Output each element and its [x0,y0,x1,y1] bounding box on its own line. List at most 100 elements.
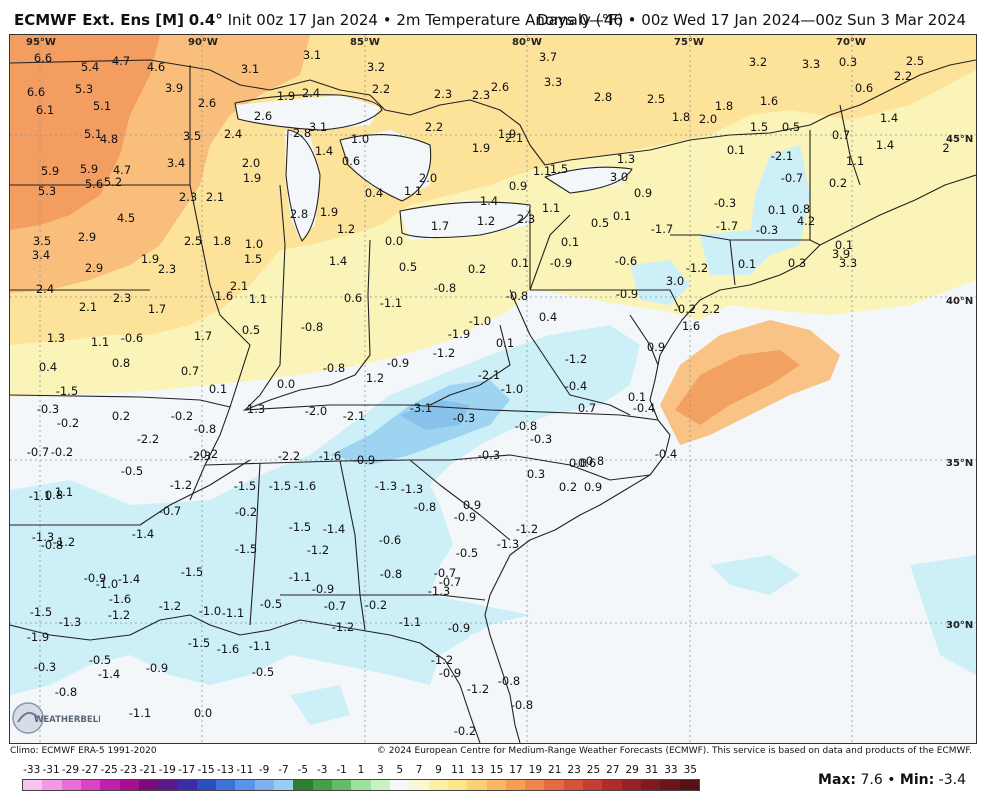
anomaly-value: 5.2 [104,175,122,189]
lon-label: 70°W [836,37,866,48]
anomaly-value: -3.1 [410,401,432,415]
anomaly-value: 1.2 [337,222,355,236]
anomaly-value: 0.0 [194,706,212,720]
lon-label: 85°W [350,37,380,48]
anomaly-value: 0.0 [385,234,403,248]
anomaly-value: -1.1 [129,706,151,720]
anomaly-value: 1.9 [141,252,159,266]
anomaly-value: 0.2 [559,480,577,494]
forecast-range: Days 0—46 [537,11,623,29]
anomaly-value: 5.3 [75,82,93,96]
anomaly-value: 1.2 [477,214,495,228]
anomaly-value: 0.1 [738,257,756,271]
anomaly-value: 0.2 [468,262,486,276]
anomaly-value: 1.4 [880,111,898,125]
graticule-labels: 95°W 90°W 85°W 80°W 75°W 70°W 45°N 40°N … [26,37,973,631]
anomaly-value: -1.2 [159,599,181,613]
anomaly-value: -0.2 [171,409,193,423]
anomaly-value: -1.1 [399,615,421,629]
max-label: Max: [818,772,857,788]
anomaly-value: -1.3 [497,537,519,551]
anomaly-value: -0.3 [478,448,500,462]
anomaly-value: 1.7 [431,219,449,233]
anomaly-value: 0.6 [342,154,360,168]
anomaly-value: -0.8 [41,538,63,552]
scale-swatch [293,780,313,790]
anomaly-value: -1.2 [516,522,538,536]
anomaly-value: 3.9 [165,81,183,95]
anomaly-value: 0.3 [788,256,806,270]
anomaly-value: 2.9 [85,261,103,275]
anomaly-value: 2.3 [434,87,452,101]
scale-swatch [370,780,390,790]
scale-tick-label: 27 [606,764,620,776]
anomaly-value: -2.1 [478,368,500,382]
scale-tick-label: 7 [415,764,423,776]
anomaly-value: 2.3 [113,291,131,305]
anomaly-value: 2.8 [290,207,308,221]
map-canvas: 95°W 90°W 85°W 80°W 75°W 70°W 45°N 40°N … [10,35,976,743]
anomaly-value: -1.5 [56,384,78,398]
anomaly-value: -1.5 [188,636,210,650]
anomaly-value: 2.0 [419,171,437,185]
anomaly-value: -0.5 [89,653,111,667]
anomaly-value: 3.3 [802,57,820,71]
anomaly-value: 4.8 [100,132,118,146]
anomaly-value: 1.5 [750,120,768,134]
anomaly-value: -0.8 [515,419,537,433]
anomaly-value: -1.2 [53,535,75,549]
anomaly-value: -1.7 [716,219,738,233]
anomaly-value: -1.1 [29,489,51,503]
anomaly-value: -0.8 [434,281,456,295]
lat-label: 40°N [946,296,973,307]
anomaly-value: -0.4 [633,401,655,415]
anomaly-value: -1.5 [269,479,291,493]
anomaly-value: -2.1 [771,149,793,163]
min-value: -3.4 [938,772,966,788]
anomaly-value: -0.3 [530,432,552,446]
anomaly-value: 0.9 [634,186,652,200]
anomaly-value: 1.7 [148,302,166,316]
anomaly-value: 0.8 [792,202,810,216]
scale-swatch [447,780,468,790]
anomaly-value: 2.8 [293,126,311,140]
period-separator: • [627,11,637,29]
anomaly-value: 2.1 [505,131,523,145]
color-scale-labels: -33 -31 -29 -27 -25 -23 -21 -19 -17 -15 -13 -11 -9 -7… [14,764,714,778]
init-time: Init 00z 17 Jan 2024 [227,11,378,29]
anomaly-value: 0.9 [647,340,665,354]
anomaly-value: 0.0 [277,377,295,391]
anomaly-value: -0.3 [34,660,56,674]
anomaly-value: -1.2 [307,543,329,557]
anomaly-map: 95°W 90°W 85°W 80°W 75°W 70°W 45°N 40°N … [9,34,977,744]
scale-swatch [138,780,159,790]
anomaly-value: 0.0 [569,456,587,470]
anomaly-value: 1.2 [366,371,384,385]
anomaly-value: 3.4 [167,156,185,170]
lon-label: 90°W [188,37,218,48]
anomaly-value: -1.9 [448,327,470,341]
anomaly-value: -1.5 [181,565,203,579]
anomaly-value: -0.7 [324,599,346,613]
scale-tick-label: 35 [683,764,697,776]
scale-tick-label: 29 [625,764,639,776]
scale-tick-label: -3 [317,764,328,776]
anomaly-value: -1.0 [501,382,523,396]
anomaly-value: -0.8 [506,289,528,303]
anomaly-value: 1.1 [846,154,864,168]
climo-note: Climo: ECMWF ERA-5 1991-2020 [10,746,157,756]
anomaly-value: -1.4 [98,667,120,681]
anomaly-value: -1.3 [32,530,54,544]
variable-name: 2m Temperature Anomaly (°F) [396,11,624,29]
anomaly-value: -0.7 [439,575,461,589]
color-scale-bar [22,779,700,791]
anomaly-value: -0.9 [353,453,375,467]
scale-swatch [216,780,236,790]
scale-swatch [621,780,641,790]
scale-tick-label: -9 [258,764,270,776]
anomaly-value: 0.2 [829,176,847,190]
anomaly-value: -0.7 [159,504,181,518]
lat-label: 35°N [946,458,973,469]
scale-swatch [196,780,217,790]
scale-tick-label: -21 [139,764,157,776]
